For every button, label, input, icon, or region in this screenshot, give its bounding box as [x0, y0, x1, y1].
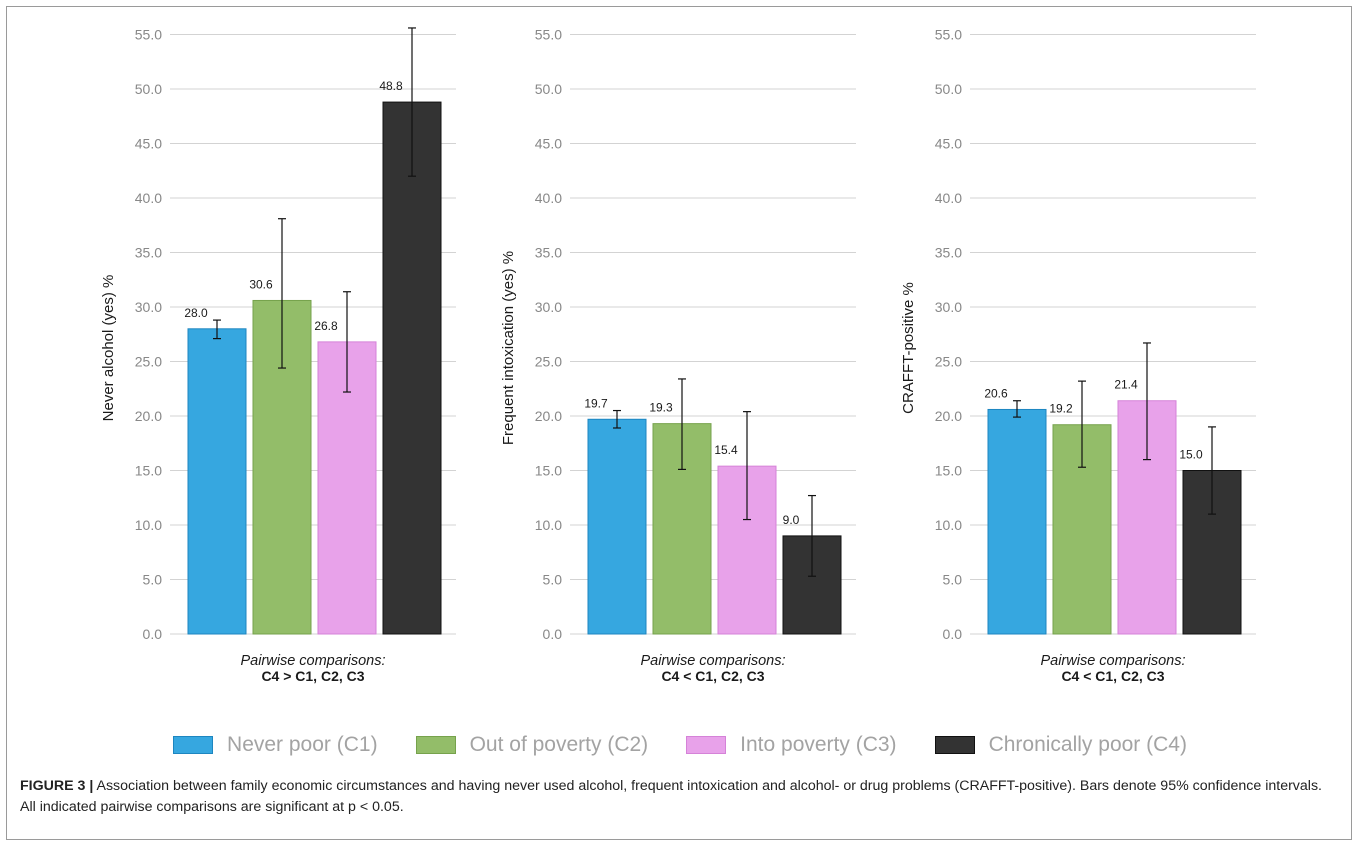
y-tick-label: 35.0 — [535, 245, 562, 261]
data-label: 28.0 — [184, 306, 208, 320]
y-tick-label: 15.0 — [535, 463, 562, 479]
figure-label: FIGURE 3 | — [20, 778, 94, 794]
y-tick-label: 20.0 — [935, 408, 962, 424]
legend-swatch-c3 — [686, 736, 727, 754]
y-tick-label: 0.0 — [143, 626, 163, 642]
legend: Never poor (C1) Out of poverty (C2) Into… — [0, 730, 1360, 760]
y-tick-label: 15.0 — [135, 463, 162, 479]
y-tick-label: 50.0 — [535, 81, 562, 97]
y-tick-label: 45.0 — [535, 136, 562, 152]
data-label: 15.4 — [714, 443, 738, 457]
bar — [587, 418, 647, 635]
legend-label-c2: Out of poverty (C2) — [469, 733, 649, 756]
data-label: 21.4 — [1114, 378, 1138, 392]
y-tick-label: 25.0 — [935, 354, 962, 370]
legend-swatch-c2 — [415, 736, 456, 754]
y-axis-label: CRAFFT-positive % — [900, 282, 917, 414]
data-label: 30.6 — [249, 277, 273, 291]
y-tick-label: 10.0 — [135, 517, 162, 533]
data-label: 9.0 — [783, 513, 800, 527]
bar — [382, 101, 442, 635]
figure-caption: FIGURE 3 | Association between family ec… — [20, 776, 1340, 818]
y-tick-label: 35.0 — [935, 245, 962, 261]
comparison-result: C4 > C1, C2, C3 — [261, 668, 364, 684]
y-tick-label: 35.0 — [135, 245, 162, 261]
y-tick-label: 25.0 — [135, 354, 162, 370]
y-tick-label: 45.0 — [935, 136, 962, 152]
y-tick-label: 20.0 — [135, 408, 162, 424]
y-tick-label: 45.0 — [135, 136, 162, 152]
y-tick-label: 30.0 — [935, 299, 962, 315]
legend-item-c2: Out of poverty (C2) — [415, 733, 649, 757]
y-tick-label: 5.0 — [943, 572, 963, 588]
figure-frame — [6, 6, 1352, 840]
data-label: 20.6 — [984, 386, 1008, 400]
y-tick-label: 55.0 — [135, 27, 162, 43]
caption-text: Association between family economic circ… — [20, 778, 1322, 815]
legend-swatch-c1 — [173, 736, 214, 754]
bar — [187, 328, 247, 635]
comparison-title: Pairwise comparisons: — [640, 653, 785, 669]
legend-label-c1: Never poor (C1) — [227, 733, 378, 756]
y-tick-label: 50.0 — [135, 81, 162, 97]
comparison-title: Pairwise comparisons: — [1040, 653, 1185, 669]
y-tick-label: 10.0 — [535, 517, 562, 533]
y-tick-label: 40.0 — [135, 190, 162, 206]
y-axis-label: Frequent intoxication (yes) % — [500, 251, 517, 445]
data-label: 19.3 — [649, 401, 673, 415]
y-axis-label: Never alcohol (yes) % — [100, 275, 117, 422]
y-tick-label: 0.0 — [943, 626, 963, 642]
y-tick-label: 30.0 — [135, 299, 162, 315]
data-label: 15.0 — [1179, 448, 1203, 462]
y-tick-label: 40.0 — [935, 190, 962, 206]
y-tick-label: 20.0 — [535, 408, 562, 424]
y-tick-label: 50.0 — [935, 81, 962, 97]
data-label: 26.8 — [314, 319, 338, 333]
comparison-result: C4 < C1, C2, C3 — [1061, 668, 1164, 684]
legend-label-c4: Chronically poor (C4) — [988, 733, 1187, 756]
data-label: 19.7 — [584, 396, 608, 410]
y-tick-label: 40.0 — [535, 190, 562, 206]
data-label: 19.2 — [1049, 402, 1073, 416]
legend-item-c1: Never poor (C1) — [173, 733, 378, 757]
y-tick-label: 10.0 — [935, 517, 962, 533]
data-label: 48.8 — [379, 79, 403, 93]
y-tick-label: 55.0 — [935, 27, 962, 43]
legend-item-c3: Into poverty (C3) — [686, 733, 897, 757]
y-tick-label: 0.0 — [543, 626, 563, 642]
legend-swatch-c4 — [934, 736, 975, 754]
legend-label-c3: Into poverty (C3) — [740, 733, 897, 756]
charts-area: 0.0 5.0 10.0 15.0 20.0 25.0 30.0 35.0 40.0 45.0 50… — [100, 27, 1256, 684]
legend-item-c4: Chronically poor (C4) — [934, 733, 1187, 757]
comparison-result: C4 < C1, C2, C3 — [661, 668, 764, 684]
y-tick-label: 5.0 — [143, 572, 163, 588]
y-tick-label: 5.0 — [543, 572, 563, 588]
bar — [987, 408, 1047, 635]
y-tick-label: 55.0 — [535, 27, 562, 43]
comparison-title: Pairwise comparisons: — [240, 653, 385, 669]
y-tick-label: 25.0 — [535, 354, 562, 370]
y-tick-label: 30.0 — [535, 299, 562, 315]
y-tick-label: 15.0 — [935, 463, 962, 479]
